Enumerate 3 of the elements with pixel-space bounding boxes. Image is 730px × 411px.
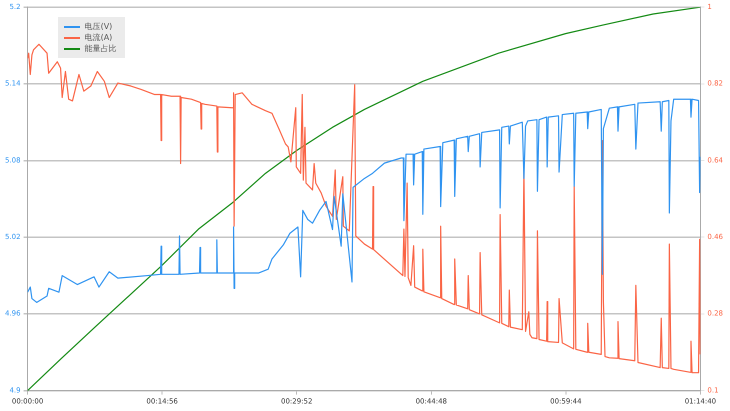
legend-label: 能量占比 — [84, 43, 117, 54]
legend-label: 电流(A) — [84, 32, 112, 44]
legend-label: 电压(V) — [84, 21, 112, 32]
